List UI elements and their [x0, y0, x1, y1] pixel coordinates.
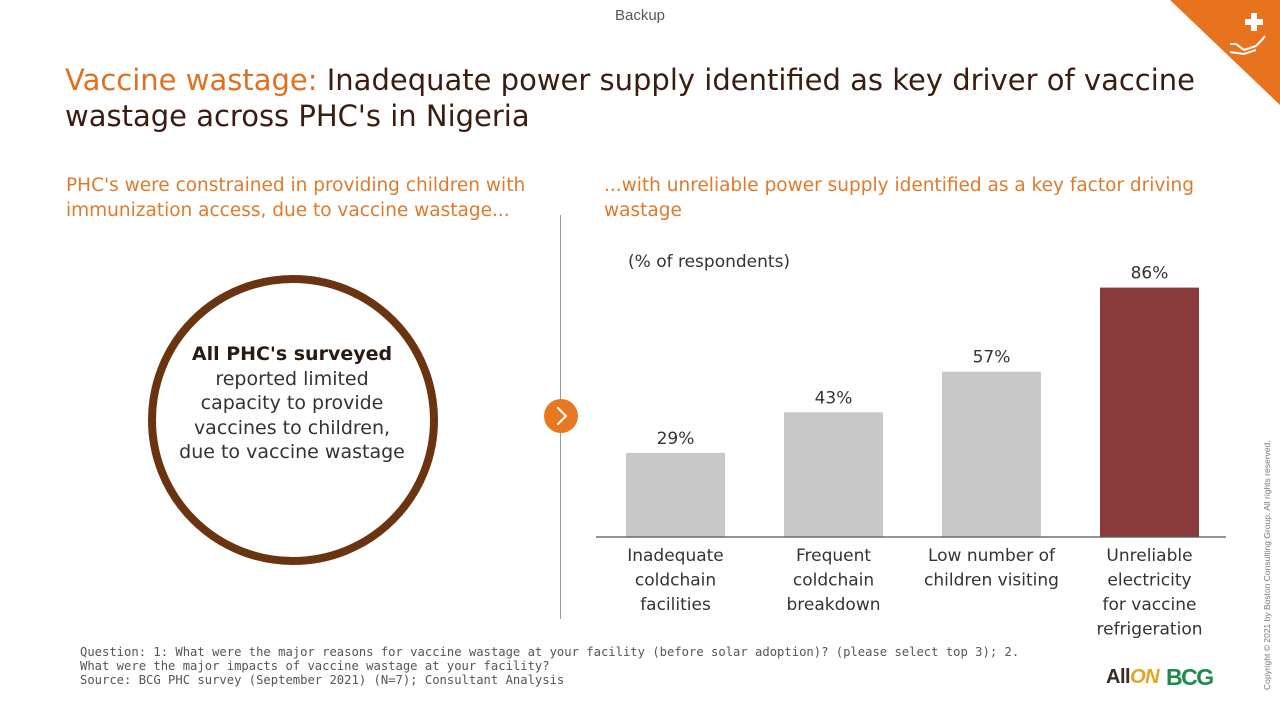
title-rest: Inadequate power supply identified as ke… [65, 63, 1196, 133]
right-subheading: ...with unreliable power supply identifi… [604, 175, 1194, 221]
category-label-1: Inadequate coldchain facilities [627, 546, 724, 615]
bar-2 [784, 412, 883, 537]
left-subheading: PHC's were constrained in providing chil… [66, 175, 526, 221]
bar-3 [942, 371, 1041, 537]
bar-chart: 29% Inadequate coldchain facilities 43% Frequ… [596, 264, 1226, 640]
chevron-right-icon [544, 399, 578, 433]
copyright-notice: Copyright © 2021 by Boston Consulting Gr… [1262, 410, 1276, 690]
allon-logo: AllON [1106, 666, 1160, 689]
footnote-question: Question: 1: What were the major reasons… [80, 645, 1020, 673]
unit-label: (% of respondents) [628, 252, 791, 272]
highlight-circle [148, 275, 438, 565]
circle-bold-text: All PHC's surveyed [191, 343, 393, 365]
bar-1 [626, 452, 725, 537]
bar-4 [1100, 287, 1199, 537]
allon-logo-prefix: All [1106, 666, 1131, 688]
allon-logo-suffix: ON [1130, 666, 1160, 688]
data-label-2: 43% [815, 388, 853, 408]
copyright-text: Copyright © 2021 by Boston Consulting Gr… [1262, 440, 1272, 690]
category-label-2: Frequent coldchain breakdown [787, 546, 881, 615]
footnote: Question: 1: What were the major reasons… [80, 645, 1050, 687]
category-label-3: Low number of children visiting [924, 546, 1059, 591]
backup-label: Backup [614, 7, 666, 24]
data-label-1: 29% [657, 429, 695, 449]
data-label-3: 57% [973, 348, 1011, 368]
page-title: Vaccine wastage: Inadequate power supply… [65, 62, 1205, 134]
circle-statement: All PHC's surveyed reported limited capa… [178, 342, 406, 465]
title-accent: Vaccine wastage: [65, 63, 318, 97]
data-label-4: 86% [1131, 264, 1169, 284]
bcg-logo: BCG [1166, 664, 1214, 690]
category-label-4: Unreliable electricity for vaccine refriger… [1097, 546, 1203, 640]
corner-tab [1170, 0, 1280, 105]
circle-body-text: reported limited capacity to provide vac… [179, 367, 405, 464]
hand-with-plus-icon [1229, 13, 1266, 56]
footnote-source: Source: BCG PHC survey (September 2021) … [80, 673, 565, 687]
